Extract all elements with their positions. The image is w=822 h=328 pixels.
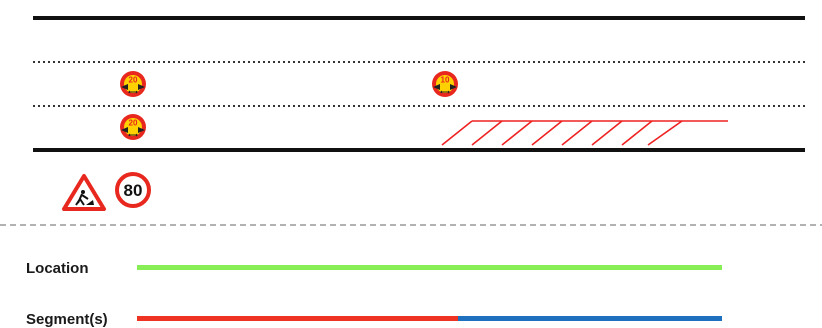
location-bar (137, 265, 722, 270)
segment-bar-red (137, 316, 458, 321)
lane-closure-hatching-icon (441, 120, 728, 146)
segment-bar-blue (458, 316, 722, 321)
roadworks-warning-sign-icon (62, 174, 106, 211)
minimum-distance-sign-icon: 20 (120, 114, 146, 140)
minimum-distance-sign-icon: 20 (120, 71, 146, 97)
minimum-distance-value: 10 (441, 76, 450, 85)
location-label: Location (26, 260, 89, 277)
minimum-distance-value: 20 (129, 76, 138, 85)
speed-limit-value: 80 (124, 181, 143, 200)
minimum-distance-value: 20 (129, 119, 138, 128)
speed-limit-sign-icon: 80 (115, 172, 151, 208)
minimum-distance-sign-icon: 10 (432, 71, 458, 97)
segments-label: Segment(s) (26, 311, 108, 328)
